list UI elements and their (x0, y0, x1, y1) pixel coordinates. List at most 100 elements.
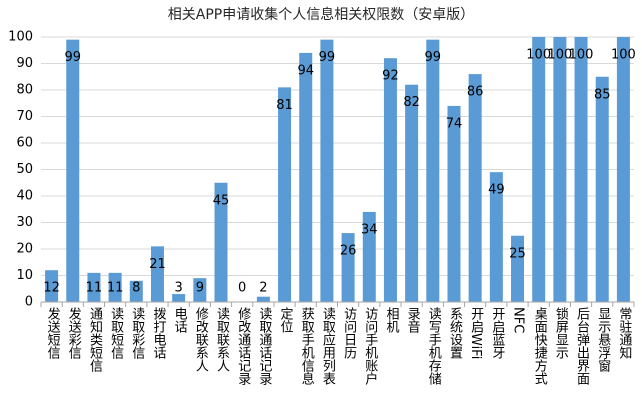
data-label-25: 100 (547, 48, 572, 63)
bar-21 (468, 74, 482, 302)
bar-28 (616, 37, 630, 302)
bar-14 (320, 39, 334, 303)
y-tick-label-20: 20 (16, 242, 33, 257)
data-label-8: 9 (196, 281, 204, 296)
chart-title: 相关APP申请收集个人信息相关权限数（安卓版） (167, 7, 475, 23)
x-tick-label-15: 访问日历 (341, 307, 357, 359)
bar-20 (447, 105, 461, 303)
data-labels: 12 99 11 11 8 21 3 9 45 0 2 81 94 99 26 34 92 82 99 74 86 49 2… (43, 48, 636, 296)
y-tick-label-100: 100 (8, 30, 33, 45)
data-label-3: 11 (86, 281, 103, 296)
x-tick-label-1: 发送短信 (44, 307, 60, 359)
x-tick-label-10: 修改通话记录 (235, 307, 251, 385)
x-tick-label-16: 访问手机账户 (362, 307, 378, 385)
y-tick-label-30: 30 (16, 215, 33, 230)
y-axis-tick-labels: 0 10 20 30 40 50 60 70 80 90 100 (8, 30, 33, 310)
x-tick-label-7: 电话 (171, 307, 187, 333)
data-label-14: 99 (319, 50, 336, 65)
y-tick-label-60: 60 (16, 136, 33, 151)
data-label-5: 8 (132, 281, 140, 296)
data-label-10: 0 (238, 281, 246, 296)
data-label-24: 100 (526, 48, 551, 63)
y-tick-label-80: 80 (16, 83, 33, 98)
y-tick-label-40: 40 (16, 189, 33, 204)
bar-15 (341, 233, 355, 302)
y-tick-label-70: 70 (16, 109, 33, 124)
bar-3 (87, 272, 101, 302)
data-label-26: 100 (569, 48, 594, 63)
x-tick-label-3: 通知类短信 (86, 307, 102, 372)
bars (45, 37, 630, 303)
x-tick-label-2: 发送彩信 (65, 307, 81, 359)
x-tick-label-23: NFC (510, 307, 526, 334)
x-axis (40, 301, 635, 307)
data-label-4: 11 (107, 281, 124, 296)
x-tick-label-12: 定位 (277, 307, 293, 333)
x-tick-label-8: 修改联系人 (192, 307, 208, 372)
x-tick-label-20: 系统设置 (446, 307, 462, 359)
bar-17 (383, 58, 397, 303)
bar-5 (129, 280, 143, 302)
x-tick-label-6: 拨打电话 (150, 307, 166, 359)
bar-6 (150, 246, 164, 302)
x-tick-label-9: 读取联系人 (214, 307, 230, 372)
x-tick-label-5: 读取彩信 (129, 307, 145, 359)
y-tick-label-10: 10 (16, 268, 33, 283)
data-label-22: 49 (488, 183, 505, 198)
bar-8 (193, 278, 207, 302)
y-tick-label-0: 0 (25, 295, 33, 310)
bar-26 (574, 37, 588, 302)
data-label-19: 99 (425, 50, 442, 65)
bar-4 (108, 272, 122, 302)
data-label-28: 100 (611, 48, 636, 63)
data-label-6: 21 (149, 257, 166, 272)
data-label-23: 25 (509, 246, 526, 261)
data-label-9: 45 (213, 193, 230, 208)
x-tick-label-22: 开启蓝牙 (489, 307, 505, 359)
y-tick-label-90: 90 (16, 56, 33, 71)
bar-27 (595, 76, 609, 302)
x-tick-label-17: 相机 (383, 307, 399, 333)
x-tick-label-19: 读写手机存储 (425, 307, 441, 385)
data-label-16: 34 (361, 222, 378, 237)
bar-12 (278, 87, 292, 302)
bar-19 (426, 39, 440, 303)
bar-22 (489, 172, 503, 302)
y-tick-label-50: 50 (16, 162, 33, 177)
bar-13 (299, 52, 313, 303)
bar-24 (532, 37, 546, 302)
x-tick-label-27: 显示悬浮窗 (595, 307, 611, 372)
x-tick-label-25: 锁屏显示 (552, 307, 568, 359)
data-label-13: 94 (297, 63, 314, 78)
bar-2 (66, 39, 80, 303)
data-label-15: 26 (340, 244, 357, 259)
bar-23 (511, 235, 525, 302)
x-tick-label-26: 后台弹出界面 (574, 307, 590, 385)
data-label-1: 12 (43, 281, 60, 296)
bar-1 (45, 270, 59, 302)
x-tick-label-28: 常驻通知 (616, 307, 632, 359)
x-tick-label-24: 桌面快捷方式 (531, 307, 547, 385)
x-tick-label-18: 录音 (404, 307, 420, 333)
data-label-20: 74 (446, 116, 463, 131)
bar-9 (214, 182, 228, 302)
bar-7 (172, 294, 186, 302)
data-label-18: 82 (403, 95, 420, 110)
x-tick-label-4: 读取短信 (108, 307, 124, 359)
bar-18 (405, 84, 419, 302)
x-tick-label-21: 开启WiFi (468, 307, 484, 360)
x-tick-label-13: 获取手机信息 (298, 307, 314, 385)
bar-25 (553, 37, 567, 302)
data-label-12: 81 (276, 98, 293, 113)
data-label-27: 85 (594, 87, 611, 102)
data-label-7: 3 (175, 281, 183, 296)
data-label-17: 92 (382, 69, 399, 84)
bar-16 (362, 211, 376, 302)
data-label-21: 86 (467, 85, 484, 100)
data-label-2: 99 (64, 50, 81, 65)
x-tick-label-14: 读取应用列表 (319, 307, 335, 385)
data-label-11: 2 (259, 281, 267, 296)
